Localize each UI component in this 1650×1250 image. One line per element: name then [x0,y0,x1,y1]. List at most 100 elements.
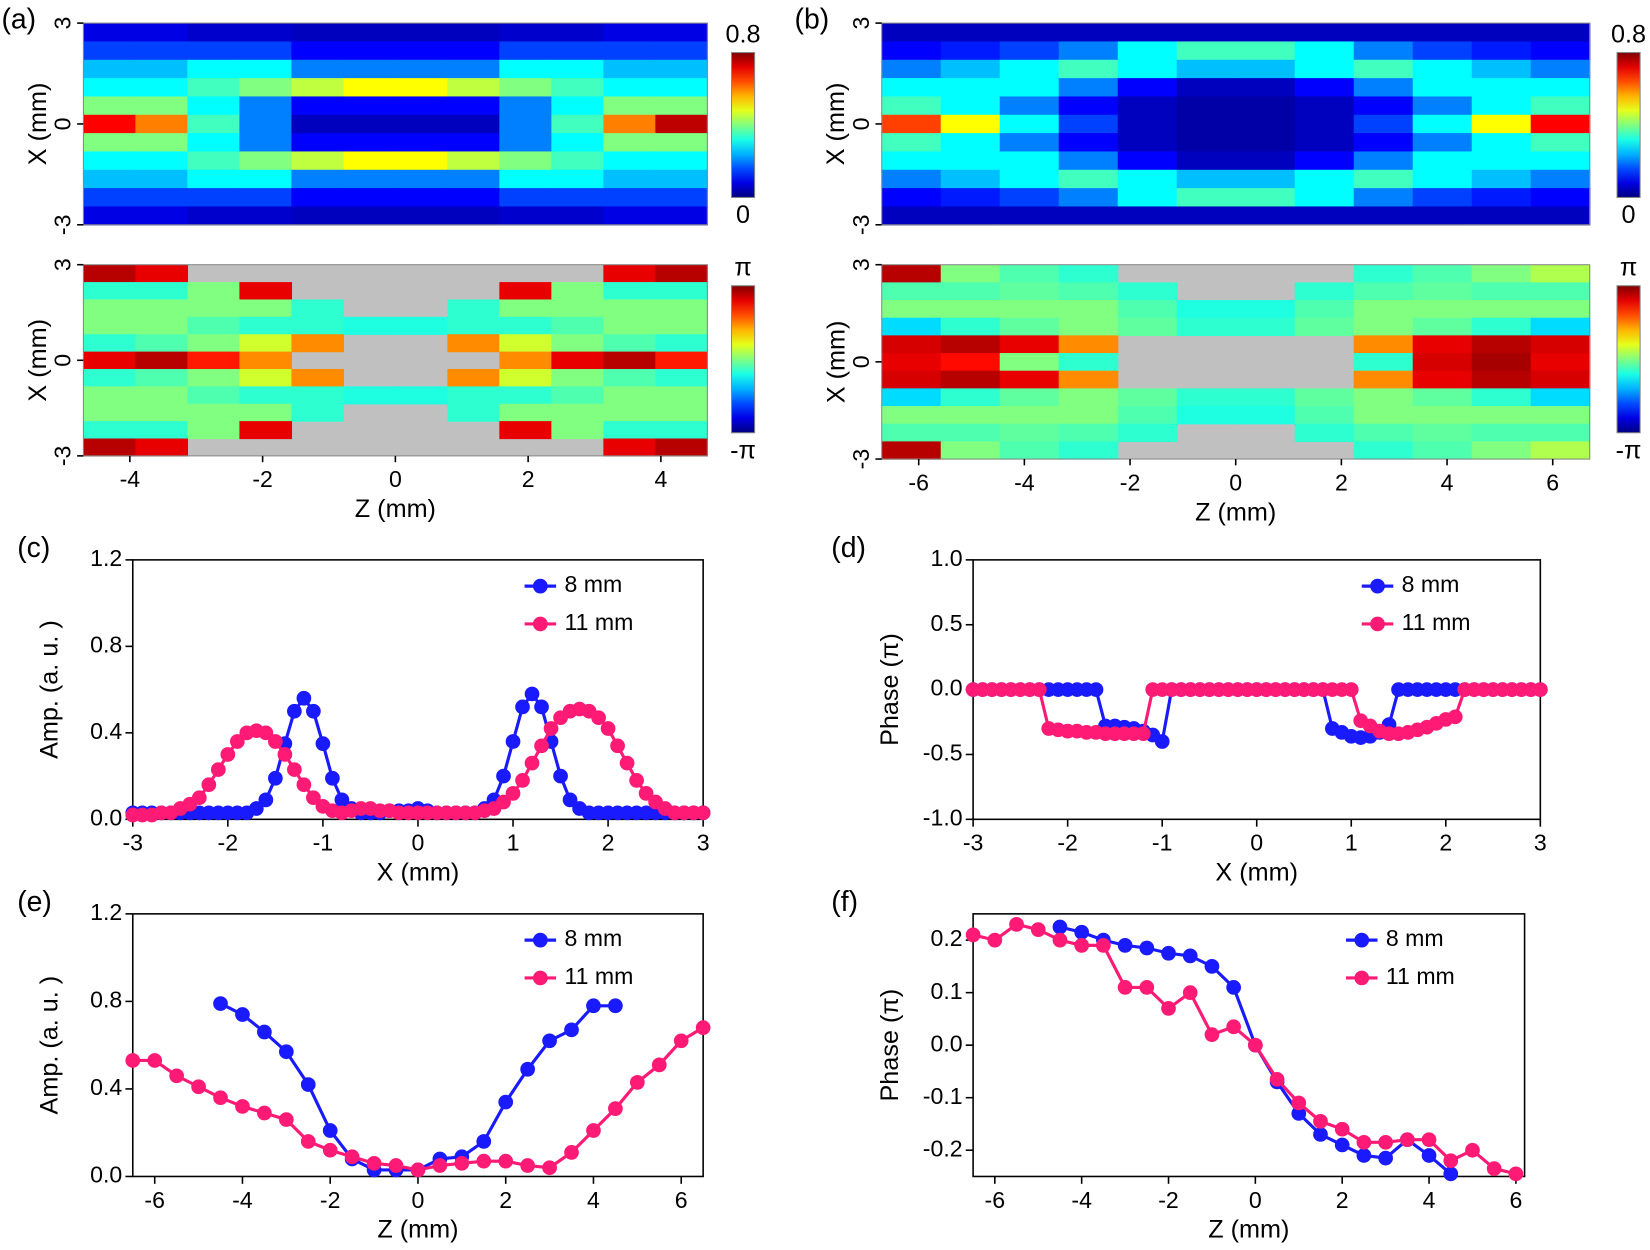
data-point [201,777,217,793]
heat-cell [83,41,137,61]
heat-cell [1176,169,1237,189]
heat-cell [1412,335,1473,354]
heat-cell [1353,406,1414,425]
heat-cell [447,386,500,405]
series-line [132,691,704,815]
heat-cell [655,334,708,353]
x-tick-label: 0 [412,1187,425,1213]
heat-cell [999,388,1060,407]
y-tick-label: -3 [50,215,76,236]
data-point [322,1142,338,1158]
data-point [1443,1166,1459,1182]
heat-cell [1471,206,1532,226]
heat-cell [603,386,656,405]
heat-cell [1058,406,1119,425]
heat-cell [291,133,345,153]
heat-cell [135,403,189,422]
x-tick-label: 0 [1229,469,1242,495]
heat-cell [1294,96,1355,116]
data-point [278,1044,294,1060]
heat-cell [881,423,942,442]
heat-cell [603,299,656,318]
heat-cell [1412,388,1473,407]
heat-cell [1471,300,1532,319]
heat-cell [1058,41,1119,61]
heat-cell [187,59,241,79]
heat-cell [499,96,552,116]
heat-cell [999,41,1060,61]
heat-cell [940,300,1001,319]
heat-cell [1471,169,1532,189]
data-point [1009,917,1024,932]
legend-marker [532,616,548,632]
heat-cell [881,188,942,208]
heat-cell [1471,41,1532,61]
heat-cell [999,335,1060,354]
heat-cell [999,317,1060,337]
y-tick-label: 0.8 [90,987,122,1013]
heat-cell [1530,282,1591,301]
x-tick-label: 2 [522,466,535,492]
x-tick-label: 4 [1441,469,1454,495]
x-tick-label: -3 [963,830,984,856]
heat-cell [1471,151,1532,171]
heat-cell [881,23,942,43]
colorbar-tick-label: π [1620,254,1637,282]
data-point [1291,1095,1307,1111]
x-tick-label: 2 [499,1187,512,1213]
heat-cell [395,78,449,98]
x-axis-label: Z (mm) [1195,498,1276,526]
heat-cell [1353,96,1414,116]
heat-cell [655,78,708,98]
heat-cell [1058,441,1119,460]
heat-cell [499,421,552,440]
heat-cell [1412,96,1473,116]
colorbar-tick-label: -π [1616,436,1642,464]
heat-cell [1235,59,1296,79]
heat-cell [1176,206,1237,226]
heat-cell [603,316,656,335]
heat-cell [1176,188,1237,208]
y-tick-label: 3 [848,258,874,271]
data-point [366,1155,382,1171]
heat-cell [395,206,449,226]
data-point [1154,734,1170,749]
heat-cell [940,23,1001,43]
heat-cell [999,264,1060,284]
legend-label: 8 mm [564,925,622,951]
data-point [306,703,321,719]
data-point [987,932,1003,948]
heat-cell [881,41,942,61]
heat-cell [1117,423,1178,442]
data-point [169,1068,185,1084]
heat-cell [135,334,189,353]
heat-cell [447,206,500,226]
heat-cell [1176,133,1237,153]
heat-cell [1471,388,1532,407]
data-point [1117,938,1133,953]
heat-cell [1412,423,1473,442]
heat-cell [551,23,604,43]
heat-cell [135,316,189,335]
heat-cell [187,282,241,301]
heat-cell [83,188,137,208]
heat-cell [1117,151,1178,171]
heat-cell [343,206,397,226]
data-point [258,725,274,741]
data-point [325,770,340,786]
heat-cell [499,368,552,387]
data-point [235,1007,250,1022]
heat-cell [1058,23,1119,43]
heat-cell [1530,370,1591,389]
heat-cell [187,133,241,153]
legend-label: 8 mm [1402,571,1460,597]
heat-cell [881,59,942,79]
x-tick-label: 0 [412,830,425,856]
y-axis-label: Phase (π) [876,989,904,1102]
heat-cell [187,23,241,43]
heat-cell [1058,335,1119,354]
data-point [1135,726,1151,742]
heat-cell [1530,41,1591,61]
heat-cell [239,386,293,405]
heat-cell [1412,59,1473,79]
